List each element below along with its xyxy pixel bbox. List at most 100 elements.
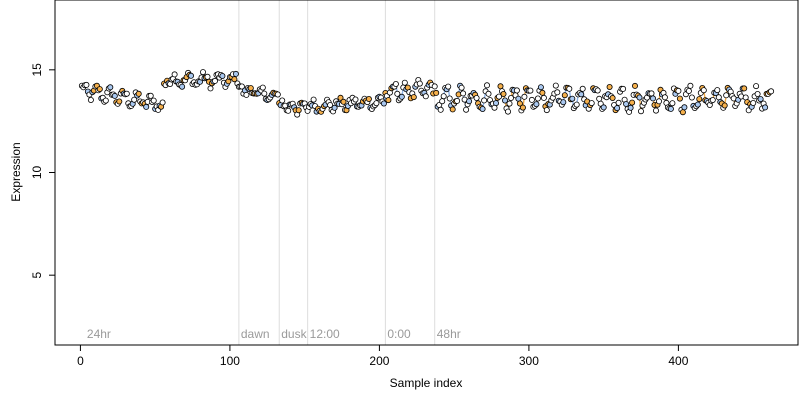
data-point [554,89,561,96]
data-point [373,100,380,107]
data-point [259,84,266,91]
data-point [594,87,601,94]
data-point [694,101,701,108]
data-point [337,94,344,101]
data-point [656,98,663,105]
data-point [615,99,622,106]
data-point [111,92,118,99]
data-point [685,88,692,95]
x-tick-label: 400 [668,354,688,368]
x-axis-title: Sample index [390,376,463,390]
data-point [516,100,523,107]
data-point [606,84,613,91]
data-point [501,97,508,104]
data-point [537,84,544,91]
data-point [458,84,465,91]
data-point [709,97,716,104]
data-point [211,77,218,84]
data-point [539,89,546,96]
data-point [416,80,423,87]
data-point [179,83,186,90]
data-point [653,107,660,114]
data-point [199,69,206,76]
data-point [352,96,359,103]
data-point [261,90,268,97]
data-point [632,82,639,89]
x-tick-label: 200 [369,354,389,368]
data-point [171,71,178,78]
vertical-guide-lines [238,0,436,345]
data-point [446,95,453,102]
data-point [560,99,567,106]
data-point [534,95,541,102]
data-point [394,90,401,97]
data-point [569,95,576,102]
data-point [449,106,456,113]
data-point [687,82,694,89]
data-point [219,73,226,80]
data-point [721,102,728,109]
data-point [566,85,573,92]
data-point [504,108,511,115]
data-point [398,93,405,100]
data-point [648,90,655,97]
data-point [676,95,683,102]
data-point [460,90,467,97]
data-point [454,97,461,104]
data-point [231,76,238,83]
data-point [688,94,695,101]
data-point [437,106,444,113]
data-point [410,94,417,101]
data-point [295,107,302,114]
x-tick-label: 100 [220,354,240,368]
data-point [700,87,707,94]
data-point [750,100,757,107]
data-point [463,106,470,113]
data-point [331,104,338,111]
data-point [528,96,535,103]
data-point [679,109,686,116]
data-point [159,99,166,106]
data-points [78,69,775,118]
y-tick-label: 15 [30,63,44,77]
data-point [492,100,499,107]
data-point [433,89,440,96]
data-point [579,85,586,92]
data-point [661,94,668,101]
data-point [521,93,528,100]
data-point [600,104,607,111]
data-point [466,98,473,105]
data-point [714,87,721,94]
data-point [519,104,526,111]
data-point [285,107,292,114]
data-point [675,87,682,94]
data-point [540,94,547,101]
data-point [623,101,630,108]
data-point [629,99,636,106]
data-point [135,90,142,97]
data-point [385,97,392,104]
data-point [445,83,452,90]
data-point [481,97,488,104]
y-tick-label: 10 [30,166,44,180]
y-axis-title: Expression [9,142,23,201]
data-point [102,97,109,104]
data-point [533,101,540,108]
data-point [757,96,764,103]
data-point [392,81,399,88]
data-point [500,91,507,98]
data-point [310,96,317,103]
data-point [768,88,775,95]
data-point [187,72,194,79]
data-point [96,86,103,93]
data-point [667,105,674,112]
x-tick-label: 0 [77,354,84,368]
annotation-label: 24hr [87,327,111,341]
data-point [527,87,534,94]
data-point [439,98,446,105]
data-point [483,82,490,89]
data-point [723,92,730,99]
data-point [561,92,568,99]
data-point [485,90,492,97]
